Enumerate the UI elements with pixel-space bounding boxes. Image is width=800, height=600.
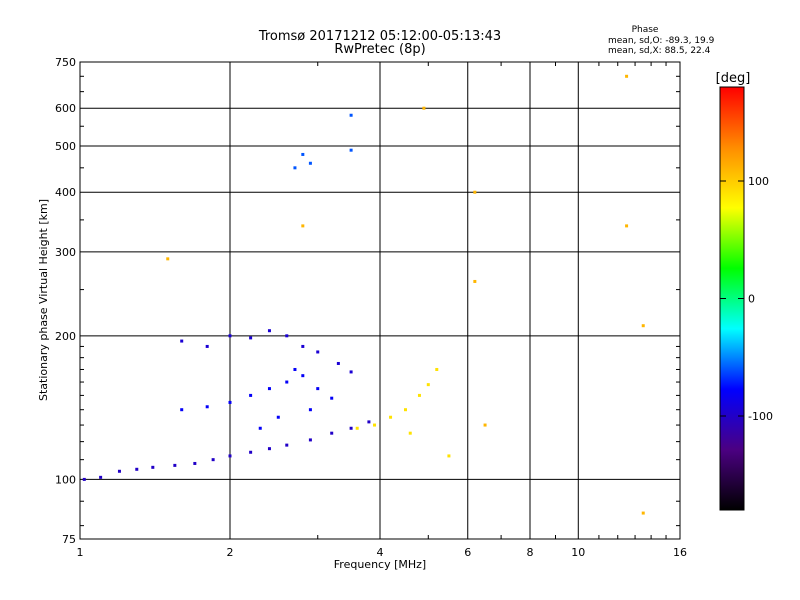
data-point xyxy=(336,361,340,365)
data-point xyxy=(473,279,477,283)
data-point xyxy=(389,415,393,419)
data-point xyxy=(308,161,312,165)
data-point xyxy=(301,344,305,348)
y-tick-label: 600 xyxy=(55,102,76,115)
data-point xyxy=(193,461,197,465)
data-point xyxy=(373,423,377,427)
data-point xyxy=(349,148,353,152)
data-point xyxy=(249,450,253,454)
data-point xyxy=(151,465,155,469)
data-point xyxy=(285,380,289,384)
data-point xyxy=(173,463,177,467)
y-tick-label: 300 xyxy=(55,246,76,259)
y-tick-label: 750 xyxy=(55,56,76,69)
colorbar: [deg] 100 0 -100 xyxy=(716,71,773,511)
data-point xyxy=(625,74,629,78)
data-point xyxy=(641,511,645,515)
data-point xyxy=(308,438,312,442)
data-point xyxy=(211,458,215,462)
data-point xyxy=(180,339,184,343)
x-tick-label: 1 xyxy=(77,546,84,559)
data-point xyxy=(258,426,262,430)
data-point xyxy=(117,469,121,473)
data-point xyxy=(205,344,209,348)
phase-heading: Phase xyxy=(632,25,659,35)
data-point xyxy=(426,383,430,387)
data-point xyxy=(135,467,139,471)
data-point xyxy=(349,426,353,430)
data-point xyxy=(330,396,334,400)
y-tick-label: 100 xyxy=(55,473,76,486)
phase-stats-o: mean, sd,O: -89.3, 19.9 xyxy=(608,36,715,46)
data-point xyxy=(267,387,271,391)
y-tick-label: 400 xyxy=(55,186,76,199)
data-point xyxy=(308,408,312,412)
data-point xyxy=(267,329,271,333)
data-point xyxy=(349,113,353,117)
x-tick-label: 6 xyxy=(464,546,471,559)
data-point xyxy=(301,374,305,378)
data-point xyxy=(166,257,170,261)
data-point xyxy=(276,415,280,419)
data-point xyxy=(316,350,320,354)
data-point xyxy=(293,166,297,170)
x-tick-label: 16 xyxy=(673,546,687,559)
chart-title: Tromsø 20171212 05:12:00-05:13:43 xyxy=(258,29,501,44)
y-tick-label: 500 xyxy=(55,140,76,153)
data-point xyxy=(447,454,451,458)
data-point xyxy=(435,367,439,371)
x-axis-label: Frequency [MHz] xyxy=(334,558,426,571)
data-point xyxy=(99,475,103,479)
data-point xyxy=(408,431,412,435)
y-tick-label: 200 xyxy=(55,330,76,343)
data-point xyxy=(267,447,271,451)
data-point xyxy=(301,152,305,156)
data-point xyxy=(316,387,320,391)
x-tick-label: 4 xyxy=(377,546,384,559)
data-point xyxy=(228,454,232,458)
data-point xyxy=(349,370,353,374)
x-tick-label: 10 xyxy=(571,546,585,559)
data-point xyxy=(285,334,289,338)
phase-stats-x: mean, sd,X: 88.5, 22.4 xyxy=(608,46,711,56)
grid-lines xyxy=(80,62,680,539)
colorbar-ticks: 100 0 -100 xyxy=(720,175,773,423)
data-point xyxy=(483,423,487,427)
data-point xyxy=(228,400,232,404)
data-point xyxy=(641,324,645,328)
x-tick-label: 2 xyxy=(227,546,234,559)
data-point xyxy=(422,106,426,110)
colorbar-label: [deg] xyxy=(716,71,751,86)
data-point xyxy=(330,431,334,435)
y-axis-label: Stationary phase Virtual Height [km] xyxy=(37,199,50,401)
data-point xyxy=(355,426,359,430)
data-point xyxy=(367,420,371,424)
colorbar-tick-label: -100 xyxy=(748,410,773,423)
data-point xyxy=(228,334,232,338)
data-point xyxy=(180,408,184,412)
data-point xyxy=(417,393,421,397)
plot-area: 1 2 4 6 8 10 16 75 100 200 300 400 500 600 750 xyxy=(55,56,687,559)
data-points xyxy=(82,74,645,515)
data-point xyxy=(301,224,305,228)
colorbar-tick-label: 100 xyxy=(748,175,769,188)
axis-ticks: 1 2 4 6 8 10 16 75 100 200 300 400 500 600 750 xyxy=(55,56,687,559)
data-point xyxy=(285,443,289,447)
y-tick-label: 75 xyxy=(62,533,76,546)
chart-subtitle: RwPretec (8p) xyxy=(334,42,425,57)
data-point xyxy=(293,367,297,371)
colorbar-tick-label: 0 xyxy=(748,293,755,306)
data-point xyxy=(473,190,477,194)
x-tick-label: 8 xyxy=(527,546,534,559)
data-point xyxy=(625,224,629,228)
data-point xyxy=(403,408,407,412)
data-point xyxy=(205,405,209,409)
data-point xyxy=(249,336,253,340)
data-point xyxy=(249,393,253,397)
data-point xyxy=(82,477,86,481)
